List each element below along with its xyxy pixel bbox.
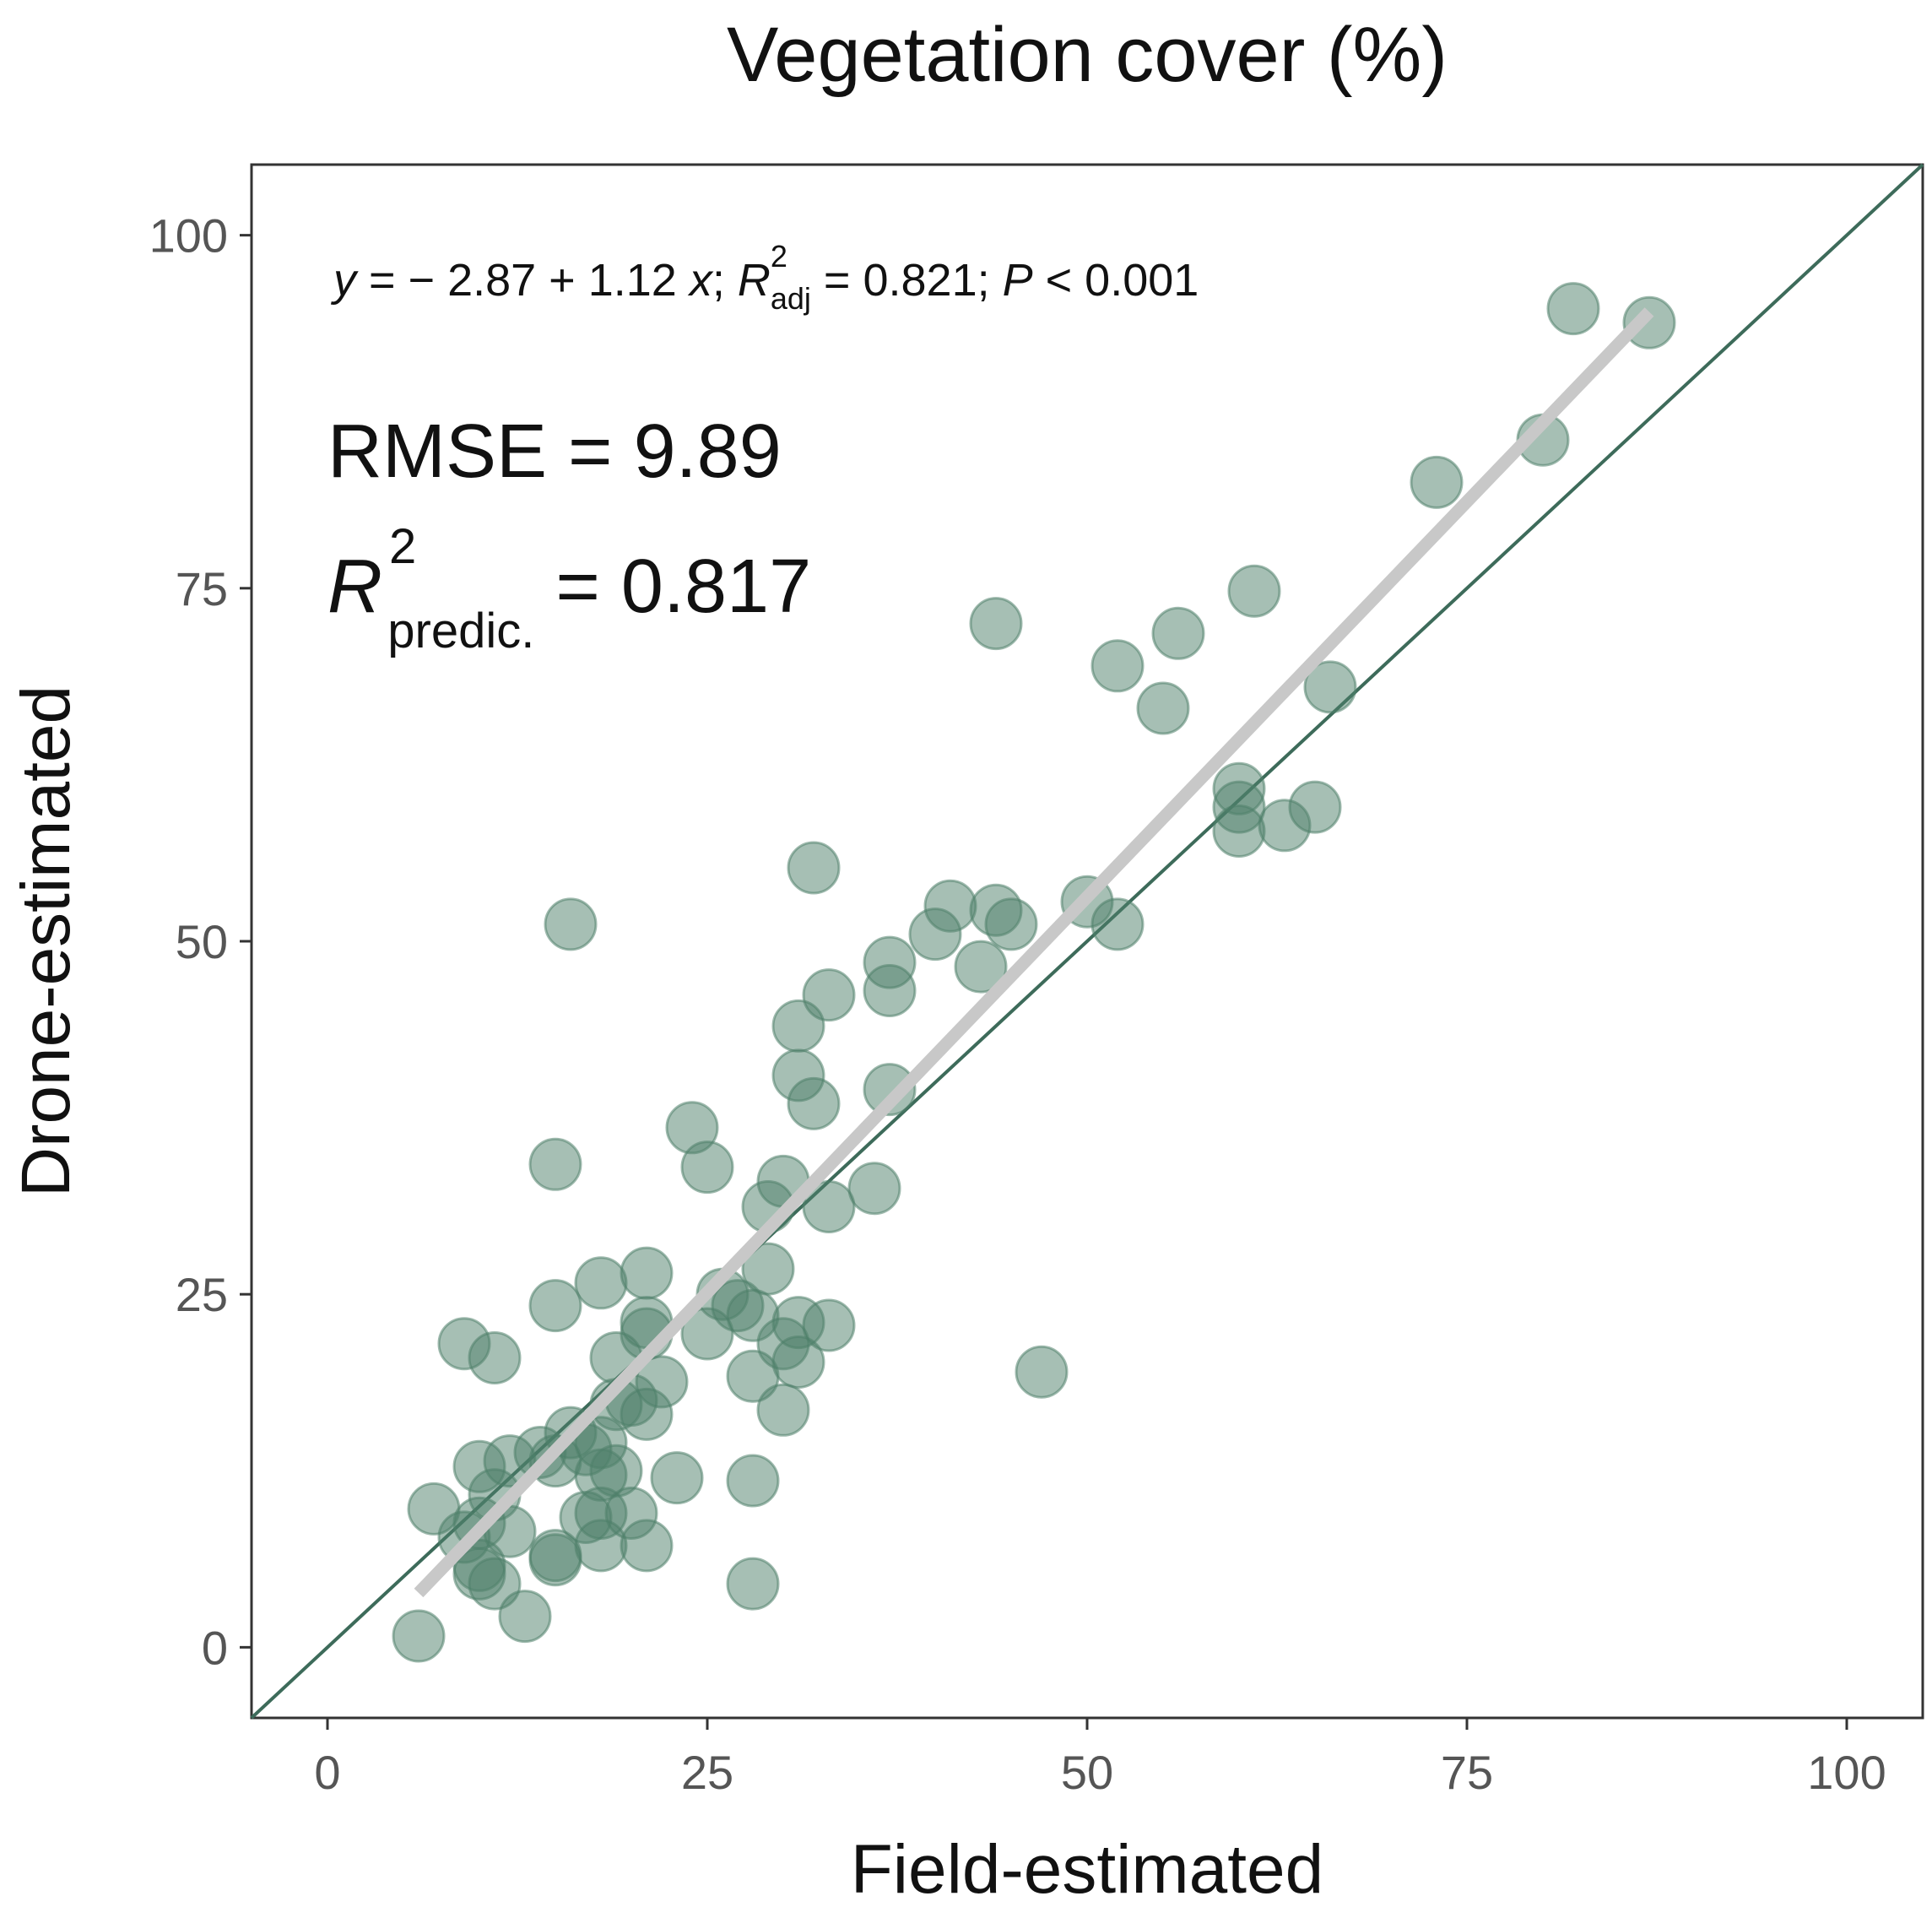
data-point — [863, 964, 917, 1017]
data-point — [1212, 805, 1266, 858]
data-point — [726, 1454, 780, 1508]
r2-pred-superscript: 2 — [389, 519, 416, 574]
data-point — [954, 940, 1008, 994]
eq-p-value: < 0.001 — [1033, 255, 1199, 306]
r2-pred-value: = 0.817 — [534, 544, 811, 629]
x-tick-label: 50 — [1061, 1746, 1113, 1799]
y-tick-label: 75 — [176, 562, 228, 615]
data-point — [1622, 295, 1676, 349]
data-point — [620, 1387, 674, 1441]
eq-r-symbol: R — [738, 255, 771, 306]
y-axis: 0 25 50 75 100 — [149, 209, 252, 1674]
y-tick-label: 100 — [149, 209, 228, 263]
eq-r-subscript: adj — [771, 281, 811, 316]
data-point — [802, 1180, 856, 1233]
regression-equation: y = − 2.87 + 1.12 x; R2 adj = 0.821; P < … — [330, 239, 1199, 316]
eq-r-superscript: 2 — [771, 239, 787, 274]
data-point — [771, 1335, 825, 1389]
eq-coefficients: = − 2.87 + 1.12 — [356, 255, 690, 306]
data-point — [726, 1349, 780, 1403]
data-point — [1546, 282, 1600, 336]
data-point — [984, 897, 1038, 951]
y-tick-label: 50 — [176, 915, 228, 968]
x-tick-label: 100 — [1807, 1746, 1886, 1799]
data-point — [1410, 455, 1464, 509]
data-point — [468, 1331, 522, 1384]
data-point — [771, 999, 825, 1053]
data-point — [574, 1519, 628, 1573]
y-tick-label: 0 — [202, 1621, 228, 1674]
plot-area — [250, 163, 1924, 1720]
data-point — [1303, 660, 1357, 714]
data-point — [847, 1162, 901, 1216]
eq-x-symbol: x — [687, 255, 714, 306]
data-point — [680, 1140, 734, 1195]
x-axis-title: Field-estimated — [851, 1831, 1324, 1907]
x-tick-label: 0 — [314, 1746, 340, 1799]
r2-pred-r-symbol: R — [327, 544, 382, 629]
data-point — [528, 1137, 582, 1191]
data-point — [1258, 799, 1312, 853]
data-point — [787, 1076, 841, 1130]
y-tick-label: 25 — [176, 1268, 228, 1321]
data-point — [1136, 681, 1190, 735]
eq-separator: ; — [712, 255, 738, 306]
data-point — [544, 897, 598, 951]
data-point — [528, 1533, 582, 1587]
chart-title: Vegetation cover (%) — [727, 12, 1448, 98]
data-point — [1090, 639, 1145, 693]
data-point — [1227, 564, 1281, 618]
data-point — [726, 1557, 780, 1611]
data-point — [620, 1519, 674, 1573]
r2-predicted-label: R 2 predic. = 0.817 — [327, 519, 811, 658]
x-tick-label: 25 — [681, 1746, 733, 1799]
eq-r2-value: = 0.821; — [811, 255, 1003, 306]
data-point — [498, 1590, 552, 1644]
x-tick-label: 75 — [1441, 1746, 1493, 1799]
data-point — [650, 1451, 704, 1505]
eq-p-symbol: P — [1003, 255, 1033, 306]
data-point — [1151, 606, 1205, 660]
data-point — [802, 1298, 856, 1352]
data-point — [620, 1246, 674, 1300]
data-point — [1090, 897, 1145, 951]
data-point — [680, 1307, 734, 1361]
r2-pred-subscript: predic. — [387, 604, 534, 658]
data-point — [908, 907, 962, 962]
data-point — [787, 841, 841, 895]
data-point — [1015, 1345, 1069, 1399]
data-point — [863, 1063, 917, 1117]
data-point — [528, 1279, 582, 1333]
data-point — [969, 597, 1023, 651]
regression-fit-line — [414, 307, 1654, 1598]
eq-y-symbol: y — [330, 255, 359, 306]
y-axis-title: Drone-estimated — [8, 685, 84, 1197]
data-point — [468, 1557, 522, 1611]
data-point — [756, 1383, 810, 1437]
data-point — [574, 1256, 628, 1310]
x-axis: 0 25 50 75 100 — [314, 1718, 1886, 1799]
rmse-label: RMSE = 9.89 — [327, 409, 782, 494]
data-point — [392, 1609, 446, 1663]
